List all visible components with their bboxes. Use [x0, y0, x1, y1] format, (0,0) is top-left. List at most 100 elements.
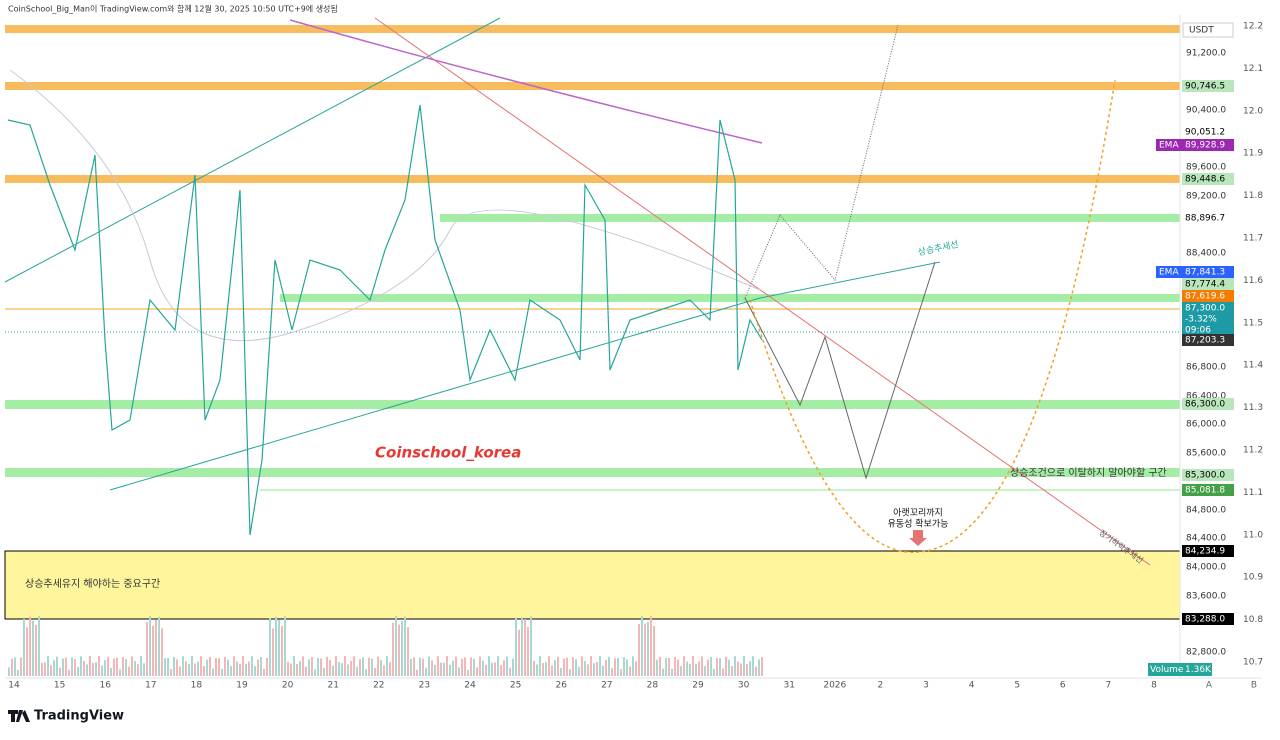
volume-bar — [584, 661, 586, 676]
ema-tag-label: EMA — [1159, 141, 1179, 151]
down-arrow-icon — [909, 530, 927, 546]
volume-bar — [377, 656, 379, 676]
volume-bar — [74, 659, 76, 676]
scale-label: 11.3 — [1243, 403, 1263, 413]
volume-bar — [194, 663, 196, 676]
volume-bar — [398, 624, 400, 676]
volume-bar — [593, 663, 595, 676]
volume-bar — [410, 659, 412, 676]
volume-bar — [686, 661, 688, 676]
price-label: 89,600.0 — [1186, 163, 1226, 173]
price-label: 88,400.0 — [1186, 249, 1226, 259]
volume-bar — [206, 659, 208, 676]
volume-bar — [92, 663, 94, 676]
volume-bar — [692, 656, 694, 676]
volume-bar — [116, 657, 118, 676]
support-band — [5, 400, 1180, 409]
volume-bar — [227, 659, 229, 676]
volume-bar — [560, 667, 562, 676]
volume-bar — [47, 656, 49, 676]
volume-bar — [623, 657, 625, 676]
volume-bar — [272, 628, 274, 676]
volume-bar — [614, 658, 616, 676]
auto-button[interactable]: A — [1206, 681, 1213, 691]
caption: CoinSchool_Big_Man이 TradingView.com와 함께 … — [8, 4, 338, 14]
volume-bar — [197, 661, 199, 676]
volume-bar — [701, 656, 703, 676]
scale-label: 11.7 — [1243, 234, 1263, 244]
volume-bar — [290, 663, 292, 676]
time-label: 15 — [54, 681, 65, 691]
volume-bar — [134, 661, 136, 676]
time-label: 5 — [1014, 681, 1020, 691]
wick-label: 유동성 확보가능 — [888, 518, 949, 530]
volume-bar — [8, 667, 10, 676]
volume-bar — [365, 669, 367, 676]
volume-bar — [335, 656, 337, 676]
volume-bar — [626, 659, 628, 676]
price-tag — [1182, 469, 1234, 481]
volume-bar — [689, 663, 691, 676]
volume-bar — [284, 616, 286, 676]
volume-bar — [95, 662, 97, 676]
scale-button[interactable]: B — [1251, 681, 1257, 691]
volume-bar — [515, 617, 517, 676]
scale-label: 11.2 — [1243, 446, 1263, 456]
volume-bar — [599, 656, 601, 676]
volume-bar — [368, 657, 370, 676]
volume-bar — [467, 669, 469, 676]
volume-bar — [254, 666, 256, 676]
volume-bar — [437, 656, 439, 676]
volume-bar — [425, 667, 427, 676]
price-tag — [1182, 212, 1234, 224]
time-label: 19 — [236, 681, 248, 691]
logo-icon — [8, 710, 30, 722]
price-label: 82,800.0 — [1186, 648, 1226, 658]
volume-bar — [695, 663, 697, 676]
time-label: 25 — [510, 681, 521, 691]
currency-box — [1182, 22, 1234, 38]
volume-bar — [698, 661, 700, 676]
volume-bar — [23, 618, 25, 676]
time-label: 22 — [373, 681, 384, 691]
volume-bar — [443, 662, 445, 676]
volume-bar — [617, 657, 619, 676]
volume-bar — [158, 616, 160, 676]
volume-bar — [662, 668, 664, 676]
volume-bar — [152, 625, 154, 676]
volume-bar — [359, 659, 361, 676]
volume-bar — [113, 658, 115, 676]
price-tag — [1182, 80, 1234, 92]
time-label: 17 — [145, 681, 156, 691]
volume-bar — [143, 663, 145, 676]
volume-bar — [392, 622, 394, 676]
volume-bar — [719, 658, 721, 676]
price-tag-text: 89,448.6 — [1185, 175, 1225, 185]
volume-bar — [488, 656, 490, 676]
scale-label: 10.7 — [1243, 658, 1263, 668]
time-label: 29 — [692, 681, 704, 691]
scale-label: 11.5 — [1243, 318, 1263, 328]
time-label: 30 — [738, 681, 750, 691]
volume-bar — [80, 656, 82, 676]
price-tag-text: 87,203.3 — [1185, 336, 1225, 346]
volume-bar — [128, 666, 130, 676]
time-label: 26 — [555, 681, 567, 691]
volume-bar — [299, 661, 301, 676]
volume-bar — [683, 656, 685, 676]
volume-bar — [596, 661, 598, 676]
volume-bar — [476, 667, 478, 676]
volume-bar — [554, 660, 556, 676]
volume-bar — [545, 662, 547, 676]
price-label: 86,800.0 — [1186, 363, 1226, 373]
volume-bar — [395, 616, 397, 676]
ema-tag — [1156, 139, 1234, 151]
volume-bar — [203, 666, 205, 676]
scale-label: 10.8 — [1243, 615, 1263, 625]
volume-bar — [542, 663, 544, 676]
volume-bar — [581, 656, 583, 676]
volume-bar — [629, 666, 631, 676]
time-label: 21 — [327, 681, 338, 691]
volume-bar — [266, 657, 268, 676]
volume-bar — [347, 664, 349, 676]
